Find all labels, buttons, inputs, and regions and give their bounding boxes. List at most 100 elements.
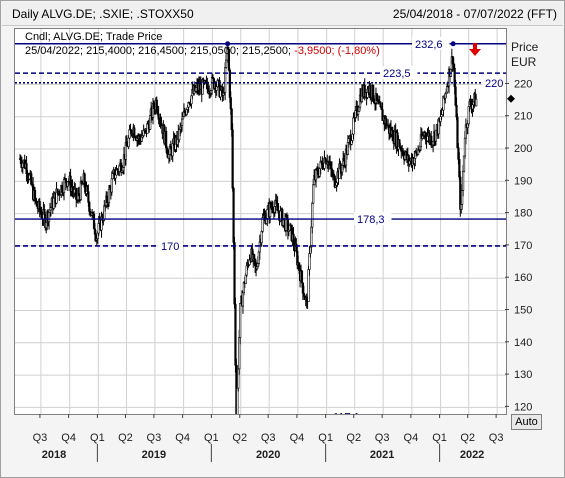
x-tick-label: Q4: [404, 432, 419, 444]
candle-body: [165, 131, 168, 149]
reference-label-bg: [330, 409, 368, 414]
candle-body: [33, 189, 37, 199]
candle-body: [229, 97, 232, 110]
y-tick-label: 140: [514, 337, 532, 349]
legend-series: Cndl; ALVG.DE; Trade Price: [25, 31, 163, 43]
x-tick-label: Q1: [204, 432, 219, 444]
candle-body: [64, 178, 68, 184]
auto-scale-button[interactable]: Auto: [511, 414, 542, 430]
candle-body: [277, 210, 280, 214]
reference-label: 232,6: [415, 39, 443, 51]
candle: [231, 123, 234, 192]
candle-body: [133, 127, 136, 138]
legend-change: -3,9500; (-1,80%): [294, 45, 380, 57]
down-arrow-icon: [469, 43, 481, 56]
reference-label-bg: [482, 75, 506, 89]
reference-label-bg: [412, 36, 450, 50]
candle-body: [49, 207, 53, 211]
high-marker: [450, 41, 456, 47]
candle-body: [266, 209, 269, 219]
candle-body: [52, 197, 55, 209]
reference-label: 223,5: [383, 68, 411, 80]
x-tick-label: Q1: [318, 432, 333, 444]
candles: [18, 44, 478, 414]
y-tick-label: 180: [514, 208, 532, 220]
candle-body: [127, 137, 130, 147]
year-label: 2018: [42, 449, 66, 461]
x-tick-label: Q4: [61, 432, 76, 444]
x-tick-label: Q3: [375, 432, 390, 444]
year-label: 2021: [370, 449, 394, 461]
chart-title: Daily ALVG.DE; .SXIE; .STOXX50: [12, 7, 194, 21]
candle: [233, 236, 236, 309]
candle-body: [233, 242, 236, 305]
x-tick-label: Q2: [118, 432, 133, 444]
year-label: 2022: [460, 449, 484, 461]
candle-body: [107, 188, 111, 203]
x-tick-label: Q2: [460, 432, 475, 444]
candle-body: [369, 85, 372, 95]
candle-body: [224, 67, 227, 93]
candle-body: [379, 102, 382, 108]
last-price-marker-icon: [507, 94, 515, 103]
high-marker: [225, 41, 231, 47]
y-tick-label: 190: [514, 175, 532, 187]
legend-ohlc: 25/04/2022; 215,4000; 216,4500; 215,0500…: [25, 45, 292, 57]
candle: [475, 94, 478, 107]
candle-body: [312, 184, 315, 204]
x-tick-label: Q3: [147, 432, 162, 444]
x-tick-label: Q3: [261, 432, 276, 444]
candle-body: [260, 231, 263, 244]
candle-body: [231, 129, 234, 189]
y-tick-label: 170: [514, 240, 532, 252]
date-range: 25/04/2018 - 07/07/2022 (FFT): [392, 7, 557, 21]
candle-body: [87, 191, 90, 203]
y-axis-title: Price: [511, 40, 539, 54]
reference-label: 178,3: [357, 214, 385, 226]
y-tick-label: 130: [514, 369, 532, 381]
y-tick-label: 200: [514, 143, 532, 155]
candle-body: [475, 98, 478, 107]
reference-label-bg: [158, 238, 183, 252]
y-tick-label: 220: [514, 78, 532, 90]
y-tick-label: 160: [514, 272, 532, 284]
candle: [79, 176, 82, 201]
x-tick-label: Q4: [290, 432, 305, 444]
reference-label-bg: [380, 66, 418, 80]
reference-label: 170: [161, 241, 179, 253]
candle-body: [236, 387, 239, 414]
title-bar: Daily ALVG.DE; .SXIE; .STOXX50 25/04/201…: [2, 2, 563, 26]
x-tick-label: Q3: [33, 432, 48, 444]
y-tick-label: 120: [514, 401, 532, 413]
reference-label: 117,1: [333, 412, 360, 414]
candle-body: [128, 129, 131, 139]
year-label: 2019: [142, 449, 166, 461]
candle-body: [232, 187, 235, 243]
y-tick-label: 150: [514, 304, 532, 316]
candle-body: [253, 254, 256, 260]
x-tick-label: Q1: [90, 432, 105, 444]
plot-area[interactable]: 232,6 223,5 220 178,3 170 117,1 Cndl; ALVG.DE…: [14, 28, 507, 415]
candle-body: [311, 202, 314, 228]
y-axis: 120 130 140 150 160 170 180 190 200 210 220: [505, 78, 532, 413]
x-tick-label: Q4: [175, 432, 190, 444]
y-axis-unit: EUR: [511, 55, 537, 69]
candle-body: [461, 170, 465, 191]
x-tick-label: Q3: [489, 432, 504, 444]
candle-body: [239, 303, 242, 338]
legend-values: 25/04/2022; 215,4000; 216,4500; 215,0500…: [25, 45, 380, 57]
candle-body: [118, 165, 121, 172]
x-axis: Q3 Q4 Q1 Q2 Q3 Q4 Q1 Q2 Q3 Q4 Q1 Q2 Q3 Q4 Q1 Q2 Q3 2018 20…: [14, 414, 505, 462]
candle-body: [110, 178, 113, 193]
x-tick-label: Q2: [232, 432, 247, 444]
year-label: 2020: [256, 449, 280, 461]
reference-label: 220: [485, 78, 503, 90]
price-chart-canvas: 232,6 223,5 220 178,3 170 117,1: [15, 29, 506, 414]
reference-label-bg: [354, 212, 392, 226]
y-tick-label: 210: [514, 111, 532, 123]
candle-body: [180, 118, 184, 126]
x-tick-label: Q2: [346, 432, 361, 444]
x-tick-label: Q1: [432, 432, 447, 444]
candle-body: [114, 174, 117, 179]
